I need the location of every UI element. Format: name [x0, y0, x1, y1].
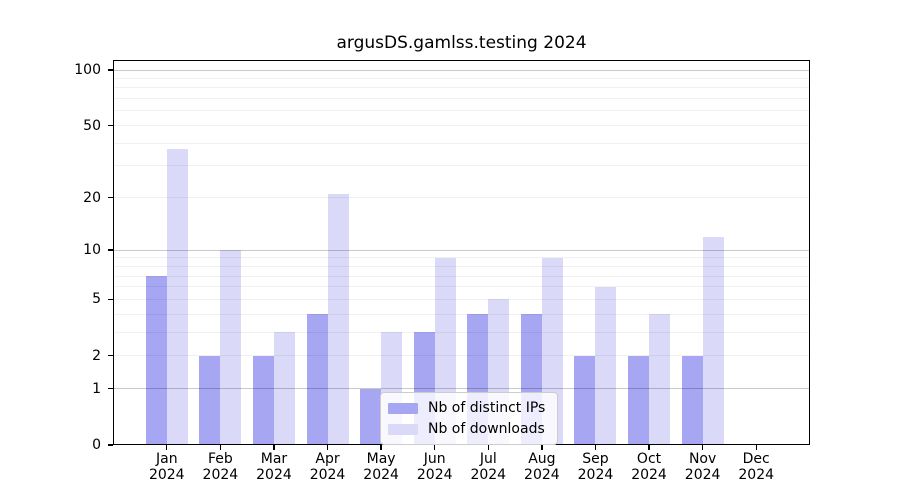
y-tick-mark	[108, 69, 113, 71]
minor-gridline	[113, 110, 810, 112]
legend-label-downloads: Nb of downloads	[428, 421, 545, 437]
x-tick-label: May 2024	[363, 451, 399, 483]
major-gridline	[113, 69, 810, 71]
plot-area: Nb of distinct IPs Nb of downloads	[113, 60, 810, 445]
minor-gridline	[113, 275, 810, 277]
minor-gridline	[113, 286, 810, 288]
bar-distinct-ips-apr	[306, 314, 328, 445]
bar-distinct-ips-nov	[681, 356, 703, 445]
bar-downloads-apr	[327, 194, 349, 445]
major-gridline	[113, 249, 810, 251]
x-tick-label: Apr 2024	[309, 451, 346, 483]
x-tick-mark	[166, 445, 168, 450]
bar-downloads-nov	[702, 237, 724, 445]
y-tick-label: 100	[74, 62, 101, 78]
legend-swatch-distinct-ips	[388, 402, 418, 414]
x-tick-label: Aug 2024	[524, 451, 560, 483]
bar-distinct-ips-sep	[574, 356, 596, 445]
x-tick-label: Nov 2024	[684, 451, 721, 483]
x-tick-mark	[326, 445, 329, 450]
x-tick-label: Dec 2024	[738, 451, 775, 483]
y-tick-label: 1	[92, 380, 101, 397]
minor-gridline	[113, 125, 810, 127]
x-tick-mark	[487, 445, 489, 450]
y-tick-mark	[108, 249, 113, 251]
bar-downloads-oct	[649, 314, 671, 445]
x-tick-mark	[380, 445, 382, 450]
legend-item-distinct-ips: Nb of distinct IPs	[388, 400, 545, 416]
x-tick-label: Mar 2024	[256, 451, 292, 483]
y-tick-label: 50	[83, 117, 101, 134]
y-tick-mark	[108, 124, 113, 127]
legend-label-distinct-ips: Nb of distinct IPs	[428, 400, 546, 416]
minor-gridline	[113, 355, 810, 357]
bar-downloads-sep	[595, 287, 617, 445]
bar-distinct-ips-feb	[199, 356, 221, 445]
x-tick-label: Feb 2024	[202, 451, 239, 483]
minor-gridline	[113, 165, 810, 167]
y-tick-label: 0	[92, 437, 101, 453]
major-gridline	[113, 388, 810, 390]
x-tick-label: Jun 2024	[416, 451, 453, 483]
minor-gridline	[113, 142, 810, 144]
legend-swatch-downloads	[388, 423, 418, 435]
y-tick-mark	[108, 298, 113, 301]
minor-gridline	[113, 298, 810, 300]
y-tick-mark	[108, 355, 113, 357]
bar-distinct-ips-oct	[628, 356, 650, 445]
minor-gridline	[113, 197, 810, 199]
y-tick-mark	[108, 387, 113, 390]
y-tick-mark	[108, 444, 113, 446]
y-tick-label: 20	[83, 189, 101, 206]
x-tick-mark	[541, 445, 543, 450]
bar-distinct-ips-mar	[252, 356, 274, 445]
chart-title: argusDS.gamlss.testing 2024	[336, 33, 587, 53]
x-tick-mark	[755, 445, 757, 450]
minor-gridline	[113, 98, 810, 100]
bar-downloads-jan	[166, 149, 188, 445]
bar-downloads-feb	[220, 250, 242, 445]
x-tick-mark	[219, 445, 222, 450]
x-tick-mark	[273, 445, 275, 450]
x-tick-mark	[594, 445, 597, 450]
x-tick-label: Jan 2024	[148, 451, 185, 483]
y-tick-label: 5	[92, 291, 101, 308]
x-tick-label: Jul 2024	[470, 451, 507, 483]
x-tick-mark	[648, 445, 650, 450]
x-tick-label: Sep 2024	[577, 451, 614, 483]
minor-gridline	[113, 331, 810, 333]
x-tick-label: Oct 2024	[631, 451, 667, 483]
y-tick-mark	[108, 196, 113, 199]
bar-distinct-ips-may	[360, 389, 382, 445]
minor-gridline	[113, 313, 810, 315]
bar-downloads-mar	[273, 332, 295, 445]
x-tick-mark	[701, 445, 704, 450]
minor-gridline	[113, 77, 810, 79]
minor-gridline	[113, 257, 810, 259]
legend-item-downloads: Nb of downloads	[388, 421, 545, 437]
bar-distinct-ips-jan	[145, 276, 167, 445]
x-tick-mark	[434, 445, 436, 450]
y-tick-label: 2	[92, 347, 101, 364]
legend: Nb of distinct IPs Nb of downloads	[380, 392, 559, 445]
minor-gridline	[113, 87, 810, 89]
minor-gridline	[113, 265, 810, 267]
y-tick-label: 10	[83, 242, 101, 259]
